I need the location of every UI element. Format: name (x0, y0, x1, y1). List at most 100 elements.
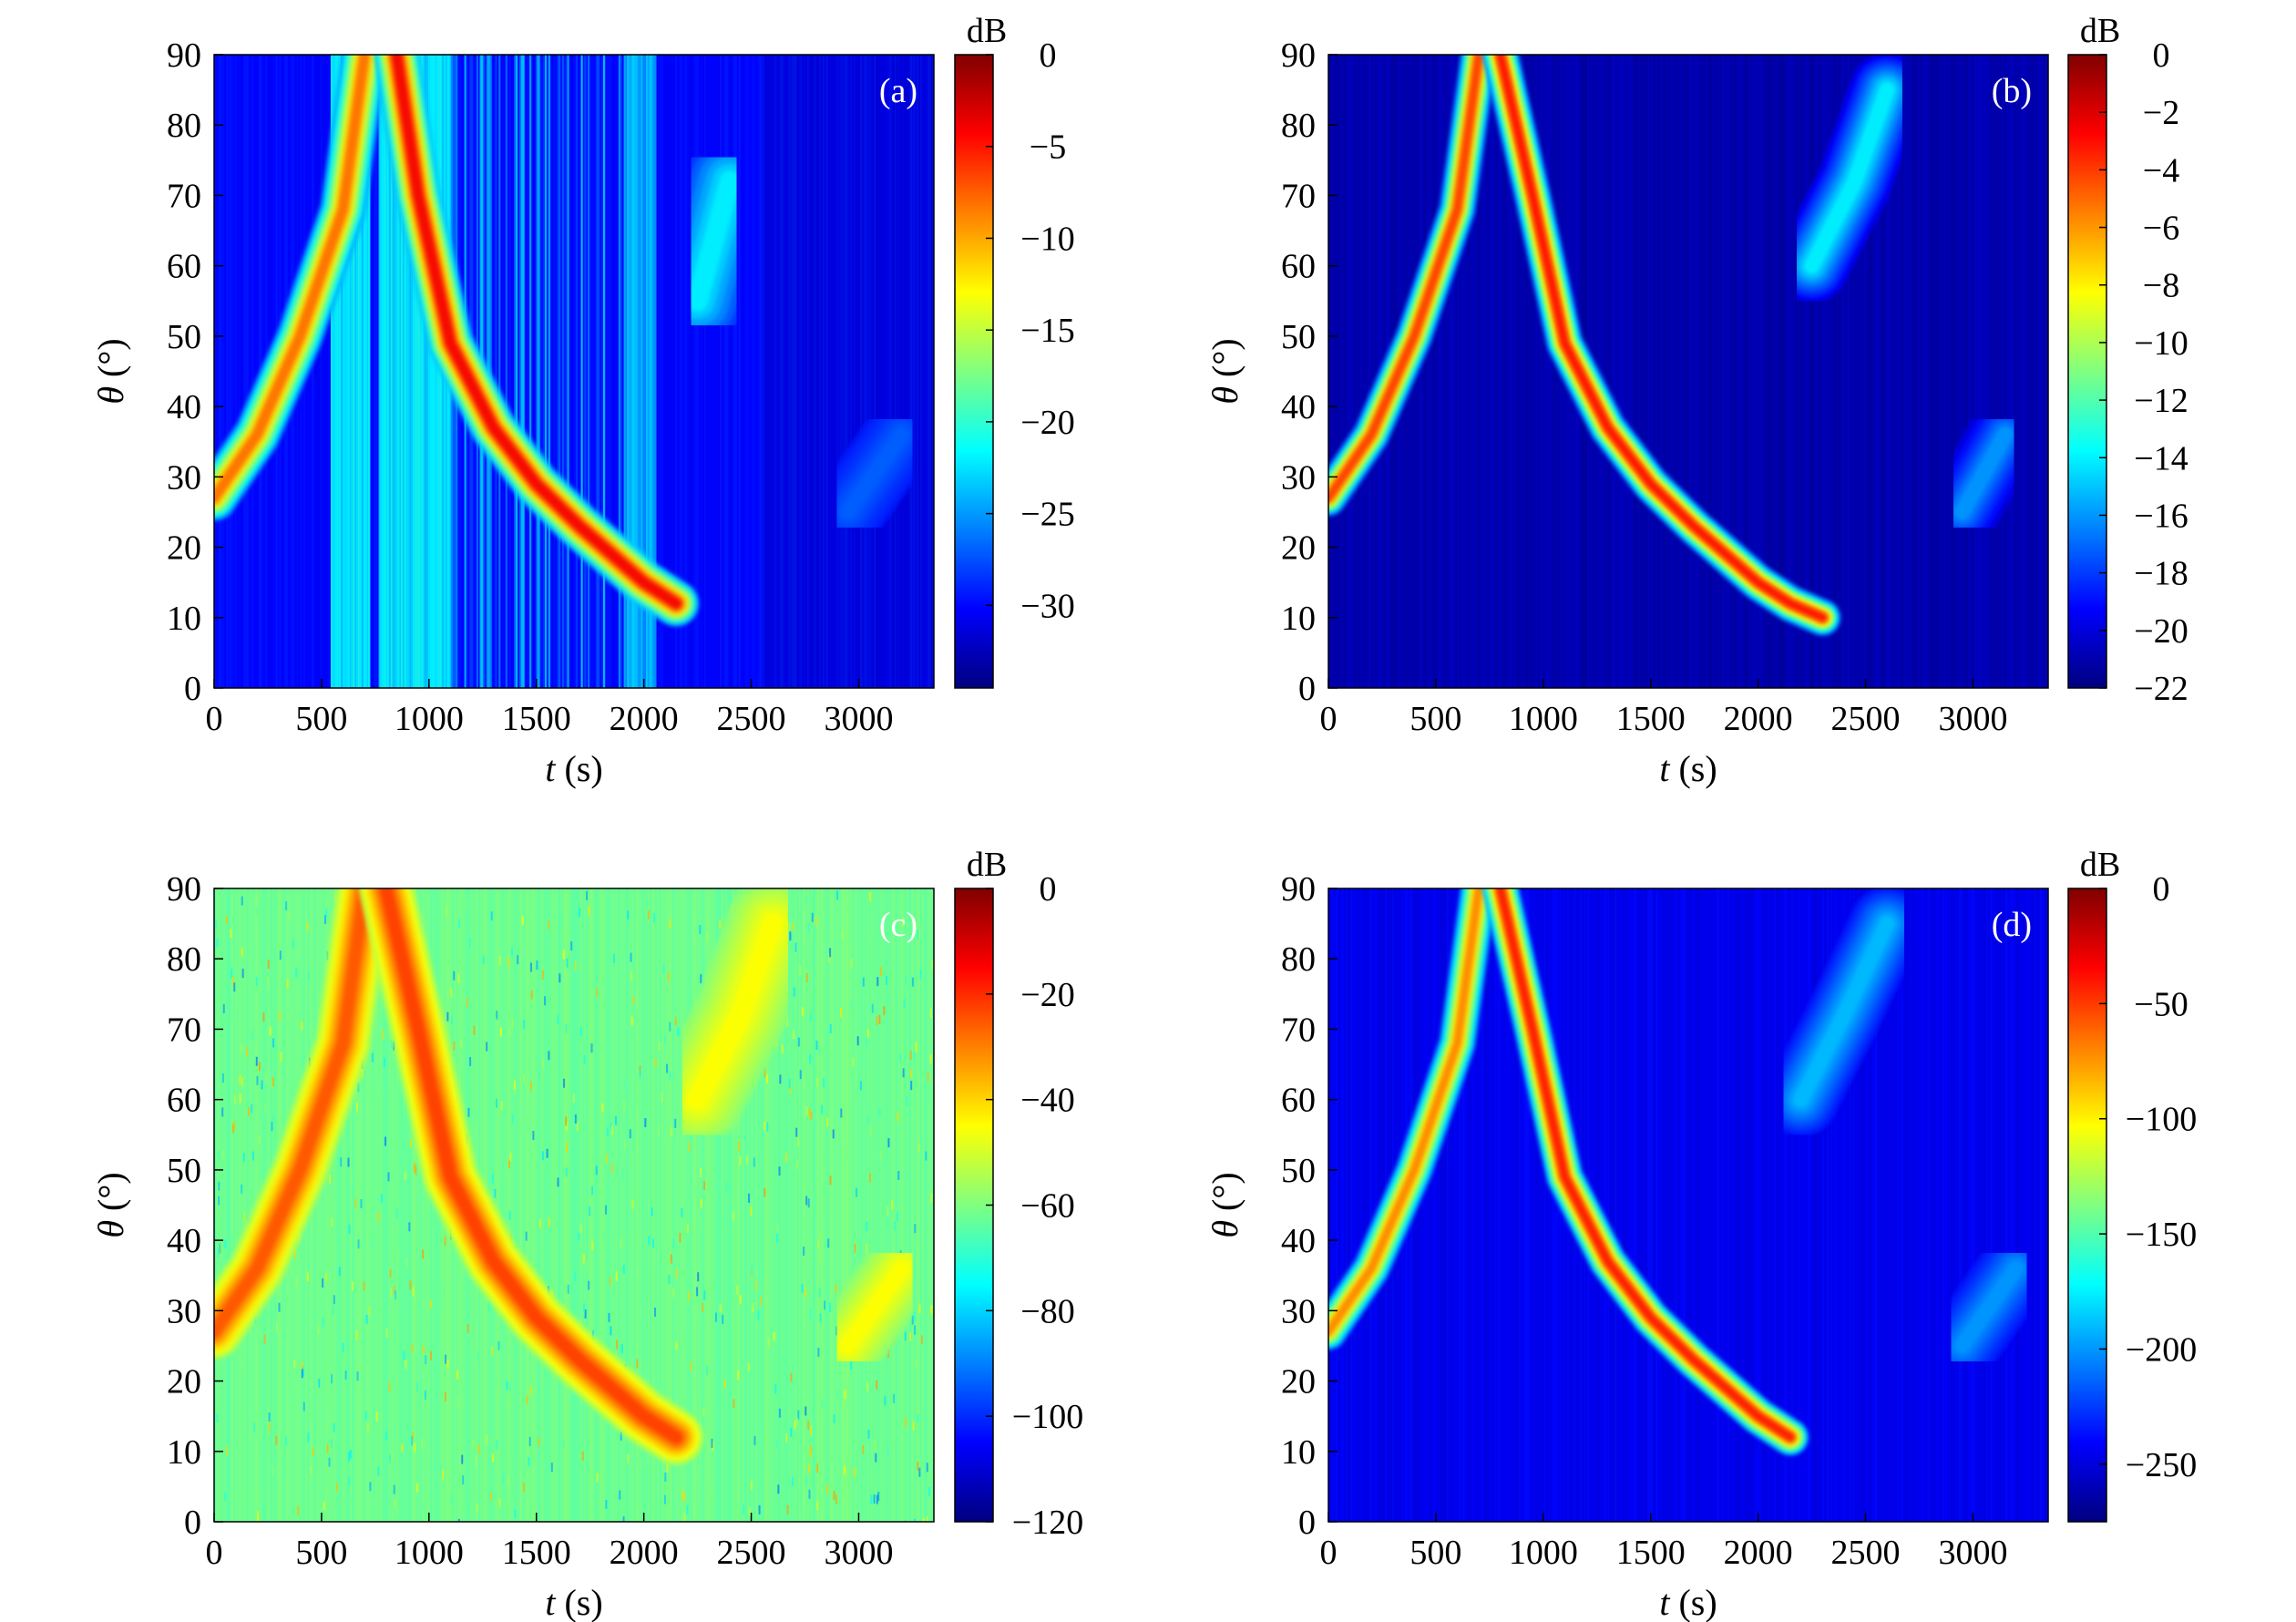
heatmap-column (1856, 55, 1859, 688)
heatmap-column (584, 55, 587, 688)
heatmap-column (386, 888, 390, 1522)
heatmap-column (503, 55, 507, 688)
heatmap-column (373, 55, 376, 688)
heatmap-column (2046, 55, 2048, 688)
heatmap-column (817, 55, 820, 688)
heatmap-column (1613, 55, 1615, 688)
x-axis-variable: t (1659, 748, 1670, 789)
heatmap-column (1993, 55, 1996, 688)
heatmap-column (590, 55, 594, 688)
x-tick-label: 0 (1320, 1534, 1338, 1572)
panel-label: (b) (1992, 72, 2032, 110)
heatmap-speckle (272, 1077, 274, 1087)
heatmap-speckle (243, 1212, 246, 1222)
heatmap-column (1840, 55, 1843, 688)
heatmap-column (572, 55, 575, 688)
heatmap-column (1833, 888, 1837, 1522)
y-tick-label: 20 (167, 1363, 201, 1401)
heatmap-speckle (374, 1180, 377, 1190)
heatmap-speckle (570, 941, 573, 951)
heatmap-column (522, 888, 525, 1522)
heatmap-speckle (326, 951, 329, 961)
heatmap-speckle (369, 1482, 372, 1492)
heatmap-column (858, 55, 861, 688)
x-tick-label: 0 (206, 700, 223, 738)
heatmap-column (1991, 55, 1994, 688)
heatmap-speckle (395, 1208, 398, 1218)
heatmap-column (618, 888, 621, 1522)
heatmap-column (1983, 888, 1985, 1522)
heatmap-column (1864, 888, 1868, 1522)
heatmap-column (1698, 888, 1701, 1522)
heatmap-column (524, 55, 527, 688)
heatmap-column (390, 55, 394, 688)
heatmap-column (234, 55, 237, 688)
heatmap-column (812, 888, 815, 1522)
heatmap-column (1441, 55, 1444, 688)
heatmap-column (2004, 55, 2006, 688)
heatmap-column (507, 888, 510, 1522)
heatmap-column (368, 888, 371, 1522)
heatmap-column (1924, 55, 1927, 688)
heatmap-speckle (248, 1106, 251, 1116)
heatmap-column (1440, 888, 1442, 1522)
heatmap-speckle (824, 1300, 826, 1310)
heatmap-column (656, 55, 659, 688)
heatmap-column (1796, 888, 1799, 1522)
heatmap-column (2008, 888, 2012, 1522)
heatmap-speckle (494, 1188, 497, 1198)
heatmap-column (1813, 55, 1816, 688)
heatmap-column (755, 888, 758, 1522)
y-tick-label: 10 (1281, 1433, 1316, 1472)
heatmap-column (1676, 55, 1679, 688)
heatmap-column (1628, 888, 1631, 1522)
heatmap-speckle (702, 1407, 705, 1417)
heatmap-speckle (790, 1427, 793, 1437)
heatmap-column (536, 888, 538, 1522)
heatmap-speckle (606, 1126, 609, 1136)
heatmap-column (590, 888, 594, 1522)
heatmap-speckle (748, 1506, 751, 1516)
heatmap-column (1796, 55, 1799, 688)
heatmap-column (435, 55, 438, 688)
heatmap-column (1854, 55, 1857, 688)
heatmap-column (1645, 888, 1648, 1522)
heatmap-speckle (913, 917, 916, 927)
heatmap-speckle (805, 1406, 807, 1416)
heatmap-column (829, 888, 832, 1522)
heatmap-column (630, 55, 633, 688)
heatmap-column (1885, 55, 1888, 688)
heatmap-column (2046, 888, 2048, 1522)
heatmap-speckle (810, 1111, 813, 1121)
heatmap-column (637, 888, 640, 1522)
heatmap-column (676, 888, 680, 1522)
heatmap-column (815, 888, 818, 1522)
heatmap-column (378, 55, 381, 688)
heatmap-column (1708, 55, 1711, 688)
heatmap-column (548, 55, 551, 688)
heatmap-column (419, 55, 423, 688)
heatmap-column (1792, 888, 1796, 1522)
heatmap-column (493, 55, 496, 688)
heatmap-column (1467, 55, 1470, 688)
heatmap-speckle (525, 1231, 528, 1241)
heatmap-speckle (788, 1079, 791, 1089)
heatmap-column (561, 888, 565, 1522)
heatmap-column (1976, 55, 1979, 688)
heatmap-column (927, 888, 929, 1522)
heatmap-column (1702, 888, 1705, 1522)
heatmap-speckle (662, 964, 665, 974)
heatmap-column (1743, 55, 1746, 688)
heatmap-column (1739, 888, 1742, 1522)
heatmap-column (1815, 888, 1818, 1522)
heatmap-column (866, 55, 870, 688)
heatmap-speckle (258, 1062, 261, 1072)
heatmap-column (1712, 888, 1715, 1522)
heatmap-speckle (468, 937, 471, 947)
heatmap-speckle (268, 1422, 271, 1432)
colorbar-tick-label: 0 (1040, 870, 1057, 909)
heatmap-column (411, 55, 414, 688)
heatmap-speckle (502, 1473, 505, 1483)
heatmap-speckle (582, 1260, 585, 1270)
heatmap-column (563, 888, 567, 1522)
